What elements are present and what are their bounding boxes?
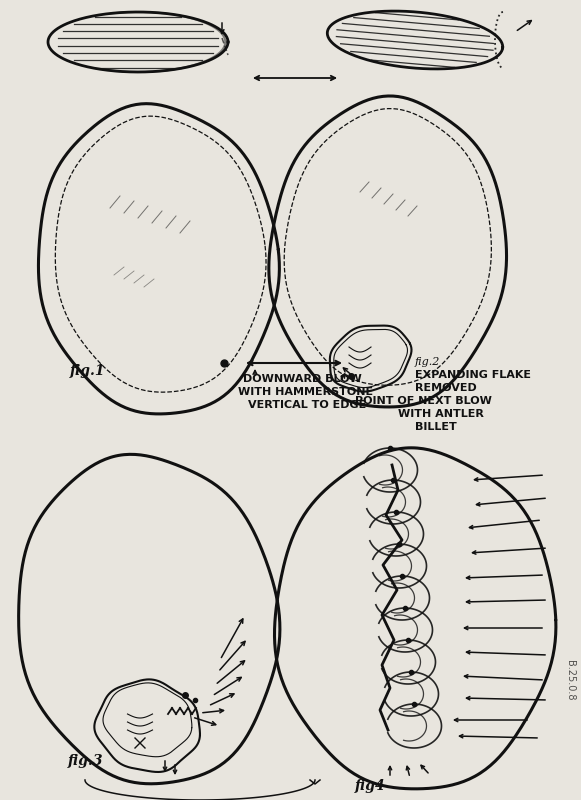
Text: fig.2: fig.2: [415, 357, 440, 367]
Text: REMOVED: REMOVED: [415, 383, 477, 393]
Text: WITH HAMMERSTONE: WITH HAMMERSTONE: [238, 387, 373, 397]
Text: fig.3: fig.3: [68, 754, 103, 768]
Text: VERTICAL TO EDGE: VERTICAL TO EDGE: [248, 400, 366, 410]
Text: DOWNWARD BLOW: DOWNWARD BLOW: [243, 374, 362, 384]
Text: fig4: fig4: [355, 779, 386, 793]
Text: POINT OF NEXT BLOW: POINT OF NEXT BLOW: [355, 396, 492, 406]
Text: EXPANDING FLAKE: EXPANDING FLAKE: [415, 370, 531, 380]
Text: fig.1: fig.1: [70, 364, 106, 378]
Text: B.25.0.8: B.25.0.8: [565, 660, 575, 700]
Text: BILLET: BILLET: [415, 422, 457, 432]
Text: WITH ANTLER: WITH ANTLER: [398, 409, 484, 419]
